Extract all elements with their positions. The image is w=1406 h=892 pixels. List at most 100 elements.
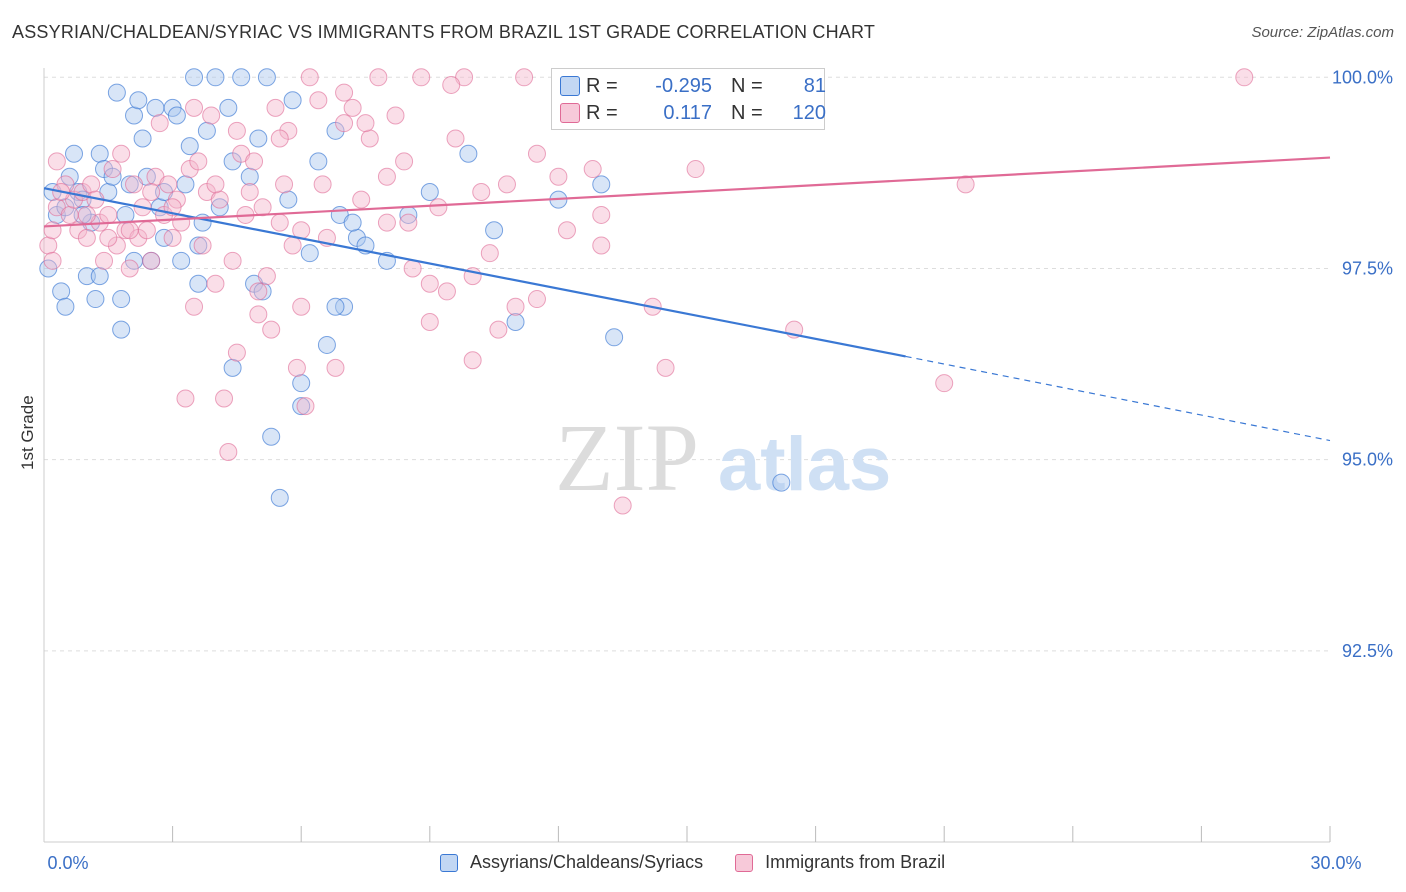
brazil-point: [326, 358, 345, 377]
brazil-point: [613, 496, 632, 515]
brazil-point: [296, 397, 315, 416]
bottom-legend: Assyrians/Chaldeans/Syriacs Immigrants f…: [440, 852, 977, 873]
series-brazil-points: [39, 68, 1254, 515]
trend-line-brazil: [43, 156, 1331, 228]
brazil-point: [227, 343, 246, 362]
assyrians-point: [257, 68, 276, 87]
brazil-point: [249, 305, 268, 324]
assyrians-point: [172, 251, 191, 270]
assyrians-point: [176, 175, 195, 194]
brazil-point: [176, 389, 195, 408]
legend-item-assyrians[interactable]: Assyrians/Chaldeans/Syriacs: [440, 852, 703, 873]
brazil-point: [420, 313, 439, 331]
brazil-point: [47, 152, 66, 171]
assyrians-point: [90, 144, 109, 163]
brazil-point: [193, 236, 212, 255]
watermark-zip: ZIP: [555, 404, 699, 511]
brazil-point: [437, 282, 456, 301]
assyrians-point: [420, 183, 439, 201]
assyrians-point: [240, 167, 259, 186]
r-value-assyrians: -0.295: [655, 74, 712, 97]
brazil-point: [43, 251, 62, 270]
brazil-point: [360, 129, 379, 148]
assyrians-point: [90, 267, 109, 286]
brazil-point: [253, 198, 272, 217]
brazil-point: [656, 358, 675, 377]
brazil-point: [270, 129, 289, 148]
assyrians-point: [317, 335, 336, 354]
x-tick-label-min: 0.0%: [47, 853, 88, 873]
brazil-point: [386, 106, 405, 125]
assyrians-point: [120, 175, 139, 194]
assyrians-point: [146, 98, 165, 117]
assyrians-point: [206, 68, 225, 87]
n-label: N =: [731, 74, 763, 97]
assyrians-point: [65, 144, 84, 163]
brazil-point: [185, 297, 204, 316]
brazil-point: [60, 205, 79, 224]
assyrians-point: [197, 121, 216, 140]
brazil-point: [103, 160, 122, 179]
brazil-point: [275, 175, 294, 194]
trend-line-assyrians: [43, 187, 906, 358]
brazil-point: [412, 68, 431, 87]
brazil-point: [292, 297, 311, 316]
brazil-point: [120, 259, 139, 278]
legend-item-brazil[interactable]: Immigrants from Brazil: [735, 852, 945, 873]
assyrians-point: [605, 328, 624, 347]
brazil-point: [313, 175, 332, 194]
legend-label-brazil: Immigrants from Brazil: [765, 852, 946, 872]
brazil-point: [266, 98, 285, 117]
legend-swatch-blue: [440, 853, 458, 872]
brazil-point: [300, 68, 319, 87]
assyrians-point: [107, 83, 126, 102]
brazil-point: [420, 274, 439, 293]
brazil-point: [446, 129, 465, 148]
brazil-point: [77, 228, 96, 247]
brazil-point: [489, 320, 508, 339]
assyrians-point: [129, 91, 148, 110]
brazil-point: [249, 282, 268, 301]
brazil-point: [240, 183, 259, 201]
brazil-point: [137, 221, 156, 240]
legend-swatch-pink: [735, 853, 754, 872]
brazil-point: [206, 175, 225, 194]
brazil-point: [429, 198, 448, 217]
brazil-point: [219, 443, 238, 461]
brazil-point: [515, 68, 534, 87]
assyrians-point: [232, 68, 251, 87]
watermark-atlas: atlas: [718, 422, 891, 507]
trend-lines: [43, 156, 1331, 442]
brazil-point: [227, 121, 246, 140]
assyrians-point: [133, 129, 152, 148]
assyrians-point: [112, 290, 131, 309]
r-label: R =: [586, 101, 618, 124]
brazil-point: [215, 389, 234, 408]
assyrians-point: [300, 244, 319, 263]
brazil-point: [480, 244, 499, 263]
r-label: R =: [586, 74, 618, 97]
source-label: Source: ZipAtlas.com: [1251, 24, 1394, 41]
n-label: N =: [731, 101, 763, 124]
brazil-point: [142, 183, 161, 201]
assyrians-point: [86, 290, 105, 309]
stats-swatch-blue: [560, 76, 580, 96]
assyrians-point: [592, 175, 611, 194]
assyrians-point: [283, 91, 302, 110]
assyrians-point: [343, 213, 362, 232]
assyrians-point: [185, 68, 204, 87]
brazil-point: [206, 274, 225, 293]
n-value-assyrians: 81: [803, 74, 826, 97]
brazil-point: [956, 175, 975, 194]
assyrians-point: [279, 190, 298, 209]
assyrians-point: [167, 106, 186, 125]
y-tick-label: 95.0%: [1342, 450, 1393, 470]
brazil-point: [549, 167, 568, 186]
assyrians-point: [270, 488, 289, 507]
assyrians-point: [189, 236, 208, 255]
y-tick-label: 97.5%: [1342, 258, 1393, 278]
brazil-point: [262, 320, 281, 339]
brazil-point: [686, 160, 705, 179]
assyrians-point: [262, 427, 281, 446]
brazil-point: [506, 297, 525, 316]
